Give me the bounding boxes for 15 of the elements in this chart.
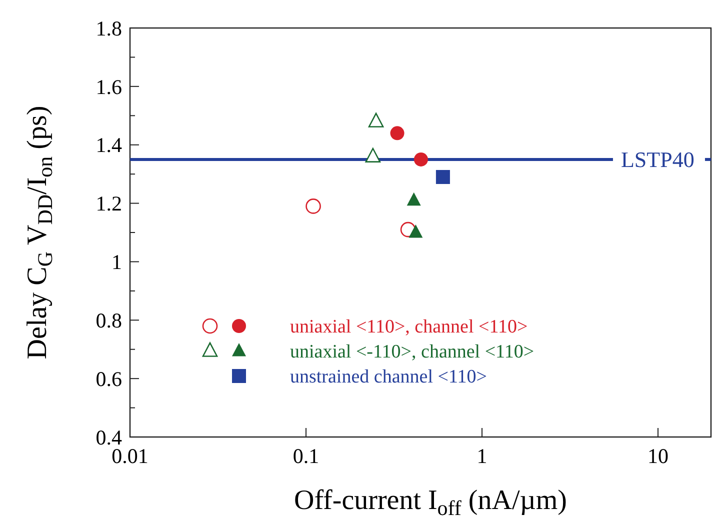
y-tick-label: 1.2: [96, 192, 122, 216]
x-axis-title: Off-current I$_{off}$ (nA/µm): [294, 485, 567, 520]
ref-line-label: LSTP40: [620, 147, 694, 172]
y-tick-label: 1.4: [96, 133, 122, 158]
legend-label: unstrained channel <110>: [290, 366, 487, 388]
y-tick-label: 1: [112, 250, 122, 274]
y-tick-label: 0.6: [96, 366, 122, 391]
y-tick-label: 1.8: [96, 16, 122, 40]
x-tick-label: 1: [476, 444, 488, 468]
x-tick-label: 0.1: [292, 444, 320, 468]
y-tick-label: 1.6: [96, 74, 122, 99]
legend-label: uniaxial <110>, channel <110>: [290, 316, 528, 338]
legend-label: uniaxial <-110>, channel <110>: [290, 342, 534, 363]
y-tick-label: 0.8: [96, 308, 122, 332]
x-tick-label: 10: [648, 444, 668, 468]
